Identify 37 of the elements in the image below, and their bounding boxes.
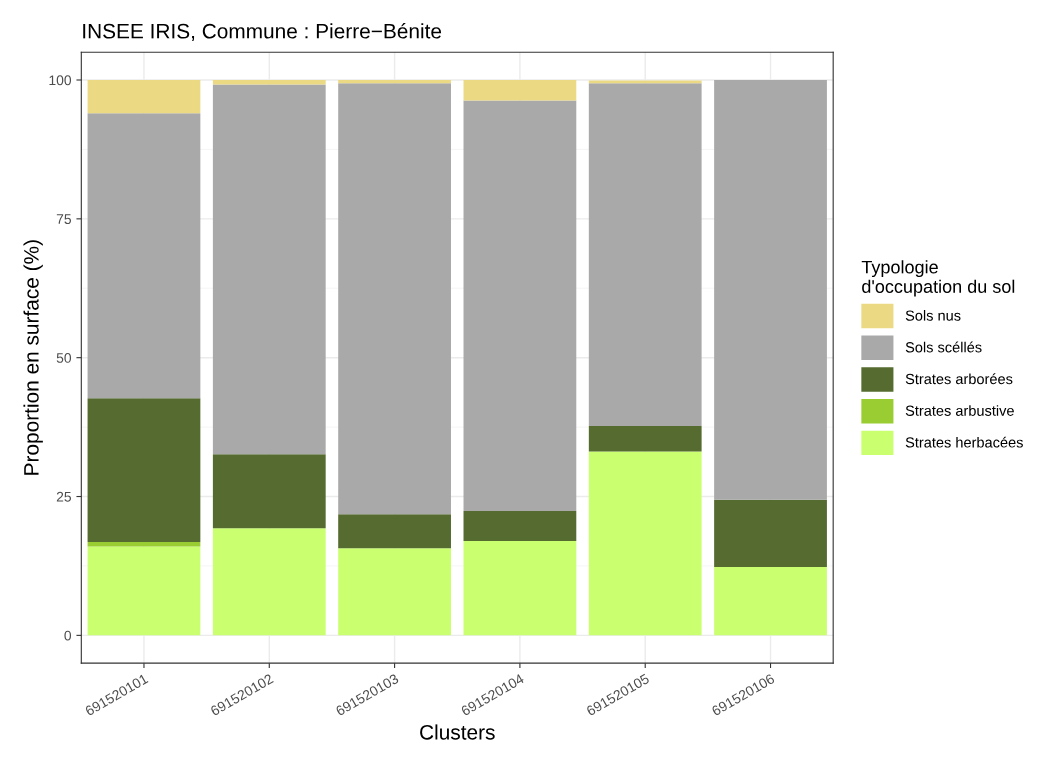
- bar: [87, 80, 201, 114]
- bar: [338, 548, 451, 636]
- bar: [87, 542, 201, 547]
- legend-label: Strates herbacées: [905, 436, 1023, 448]
- y-tick-label: 0: [64, 630, 72, 641]
- bar: [588, 83, 702, 426]
- bar: [87, 398, 201, 543]
- bar: [588, 425, 702, 452]
- bar: [463, 540, 577, 636]
- bar: [588, 451, 702, 636]
- chart-title: INSEE IRIS, Commune : Pierre−Bénite: [83, 23, 442, 42]
- y-tick-label: 100: [49, 75, 72, 86]
- bar: [212, 528, 326, 636]
- legend-title: Typologie d'occupation du sol: [861, 260, 1015, 297]
- bar: [338, 83, 451, 515]
- x-axis-title: Clusters: [420, 724, 495, 740]
- bar: [212, 84, 326, 455]
- bar: [87, 546, 201, 636]
- bar: [212, 454, 326, 529]
- bar: [714, 499, 827, 568]
- bar: [463, 80, 577, 101]
- legend-label: Sols nus: [905, 310, 961, 321]
- bar: [714, 80, 827, 500]
- legend-label: Sols scéllés: [905, 341, 982, 353]
- bar: [338, 514, 451, 549]
- y-axis-title: Proportion en surface (%): [23, 240, 43, 475]
- y-tick-label: 50: [56, 353, 72, 363]
- bar: [338, 80, 451, 84]
- y-tick-label: 25: [56, 491, 72, 502]
- bar: [212, 80, 326, 85]
- bar: [87, 113, 201, 399]
- legend-label: Strates arborées: [905, 373, 1013, 385]
- legend-label: Strates arbustive: [905, 405, 1014, 416]
- bar: [463, 510, 577, 541]
- y-tick-label: 75: [56, 214, 72, 225]
- bar: [714, 567, 827, 636]
- bar: [463, 100, 577, 511]
